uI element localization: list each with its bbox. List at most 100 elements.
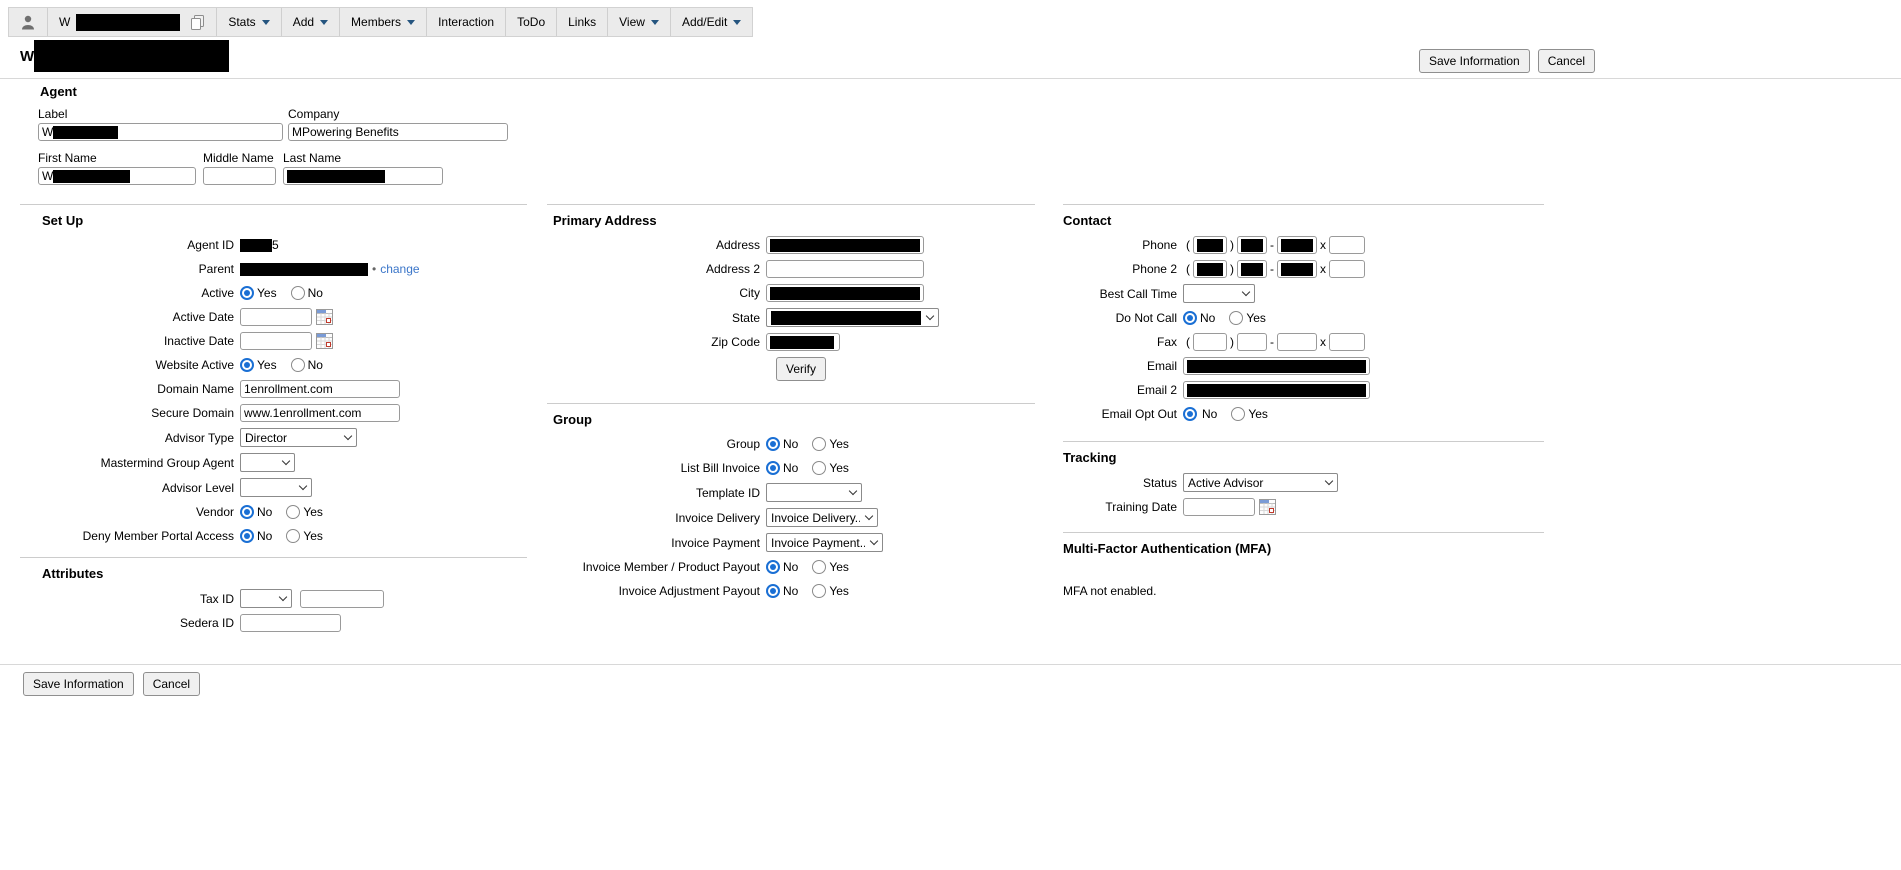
- toolbar-agent-name[interactable]: W: [48, 8, 218, 36]
- phone-label: Phone: [1142, 238, 1177, 252]
- state-select[interactable]: [766, 308, 939, 327]
- invoice-adjustment-payout-yes-radio[interactable]: [812, 584, 827, 598]
- redacted-value: [770, 286, 920, 300]
- phone2-area-field[interactable]: [1193, 260, 1227, 278]
- fax-ext-field[interactable]: [1329, 333, 1365, 351]
- toolbar-item-todo[interactable]: ToDo: [506, 8, 558, 36]
- toolbar-item-members[interactable]: Members: [340, 8, 428, 36]
- phone-area-field[interactable]: [1193, 236, 1227, 254]
- middle-name-field[interactable]: [203, 167, 276, 185]
- do-not-call-no-radio[interactable]: [1183, 311, 1197, 325]
- address-field[interactable]: [766, 236, 924, 254]
- calendar-icon[interactable]: [316, 309, 333, 325]
- phone-prefix-field[interactable]: [1237, 236, 1267, 254]
- first-name-field[interactable]: W: [38, 167, 196, 185]
- invoice-payment-value: Invoice Payment...: [771, 535, 865, 550]
- cancel-button[interactable]: Cancel: [1537, 49, 1596, 73]
- fax-line-field[interactable]: [1277, 333, 1317, 351]
- list-bill-yes-radio[interactable]: [812, 461, 827, 475]
- active-yes-radio[interactable]: [240, 286, 254, 300]
- last-name-field[interactable]: [283, 167, 443, 185]
- status-select[interactable]: Active Advisor: [1183, 473, 1338, 492]
- active-no-radio[interactable]: [290, 286, 305, 300]
- website-active-yes-radio[interactable]: [240, 358, 254, 372]
- inactive-date-field[interactable]: [240, 332, 312, 350]
- sedera-id-field[interactable]: [240, 614, 341, 632]
- group-no-radio[interactable]: [766, 437, 780, 451]
- chevron-down-icon: [298, 481, 308, 491]
- address2-row: Address 2: [547, 260, 1035, 278]
- email2-field[interactable]: [1183, 381, 1370, 399]
- save-information-button[interactable]: Save Information: [23, 672, 134, 696]
- toolbar-item-links[interactable]: Links: [557, 8, 609, 36]
- deny-portal-yes-radio[interactable]: [286, 529, 301, 543]
- toolbar-item-add[interactable]: Add: [282, 8, 341, 36]
- toolbar-item-view[interactable]: View: [608, 8, 671, 36]
- deny-portal-no-radio[interactable]: [240, 529, 254, 543]
- invoice-adjustment-payout-no-radio[interactable]: [766, 584, 780, 598]
- invoice-delivery-label: Invoice Delivery: [675, 510, 760, 525]
- tax-id-type-select[interactable]: [240, 589, 292, 608]
- calendar-icon[interactable]: [316, 333, 333, 349]
- vendor-no-radio[interactable]: [240, 505, 254, 519]
- advisor-type-label: Advisor Type: [164, 430, 234, 445]
- training-date-field[interactable]: [1183, 498, 1255, 516]
- advisor-level-row: Advisor Level: [20, 478, 527, 497]
- deny-member-portal-access-label: Deny Member Portal Access: [82, 529, 234, 543]
- change-parent-link[interactable]: change: [380, 262, 420, 276]
- secure-domain-field[interactable]: [240, 404, 400, 422]
- phone-line-field[interactable]: [1277, 236, 1317, 254]
- city-field[interactable]: [766, 284, 924, 302]
- invoice-member-payout-no-radio[interactable]: [766, 560, 780, 574]
- toolbar-item-interaction[interactable]: Interaction: [427, 8, 507, 36]
- address2-field[interactable]: [766, 260, 924, 278]
- invoice-member-payout-yes-radio[interactable]: [812, 560, 827, 574]
- fax-area-field[interactable]: [1193, 333, 1227, 351]
- best-call-time-select[interactable]: [1183, 284, 1255, 303]
- section-divider: [547, 403, 1035, 404]
- phone2-prefix-field[interactable]: [1237, 260, 1267, 278]
- toolbar-item-stats[interactable]: Stats: [217, 8, 282, 36]
- domain-name-field[interactable]: [240, 380, 400, 398]
- active-date-field[interactable]: [240, 308, 312, 326]
- copy-icon[interactable]: [190, 14, 205, 31]
- website-active-no-radio[interactable]: [290, 358, 305, 372]
- invoice-delivery-select[interactable]: Invoice Delivery...: [766, 508, 878, 527]
- cancel-button[interactable]: Cancel: [142, 672, 201, 696]
- group-row: Group No Yes: [547, 435, 1035, 453]
- chevron-down-icon: [1324, 476, 1334, 486]
- email-field[interactable]: [1183, 357, 1370, 375]
- group-yes-radio[interactable]: [812, 437, 827, 451]
- save-information-button[interactable]: Save Information: [1419, 49, 1530, 73]
- email-opt-out-no-radio[interactable]: [1183, 407, 1197, 421]
- invoice-payment-select[interactable]: Invoice Payment...: [766, 533, 883, 552]
- template-id-select[interactable]: [766, 483, 862, 502]
- email-opt-out-yes-radio[interactable]: [1231, 407, 1246, 421]
- phone-ext-field[interactable]: [1329, 236, 1365, 254]
- toolbar-item-label: Add: [292, 15, 315, 29]
- advisor-type-row: Advisor Type Director: [20, 428, 527, 447]
- active-label: Active: [201, 286, 234, 300]
- phone2-ext-field[interactable]: [1329, 260, 1365, 278]
- list-bill-no-radio[interactable]: [766, 461, 780, 475]
- calendar-icon[interactable]: [1259, 499, 1276, 515]
- redacted-value: [1281, 238, 1313, 252]
- redacted-value: [1187, 359, 1366, 373]
- secure-domain-label: Secure Domain: [151, 406, 234, 420]
- toolbar-agent-button[interactable]: [9, 8, 48, 36]
- do-not-call-label: Do Not Call: [1115, 311, 1177, 325]
- zip-code-field[interactable]: [766, 333, 840, 351]
- company-field[interactable]: [288, 123, 508, 141]
- advisor-type-select[interactable]: Director: [240, 428, 357, 447]
- tax-id-field[interactable]: [300, 589, 384, 608]
- fax-prefix-field[interactable]: [1237, 333, 1267, 351]
- label-field[interactable]: W: [38, 123, 283, 141]
- mastermind-group-agent-select[interactable]: [240, 453, 295, 472]
- fax-ext-label: x: [1320, 335, 1326, 349]
- phone2-line-field[interactable]: [1277, 260, 1317, 278]
- verify-button[interactable]: Verify: [776, 357, 827, 381]
- advisor-level-select[interactable]: [240, 478, 312, 497]
- do-not-call-yes-radio[interactable]: [1229, 311, 1244, 325]
- vendor-yes-radio[interactable]: [286, 505, 301, 519]
- toolbar-item-add-edit[interactable]: Add/Edit: [671, 8, 752, 36]
